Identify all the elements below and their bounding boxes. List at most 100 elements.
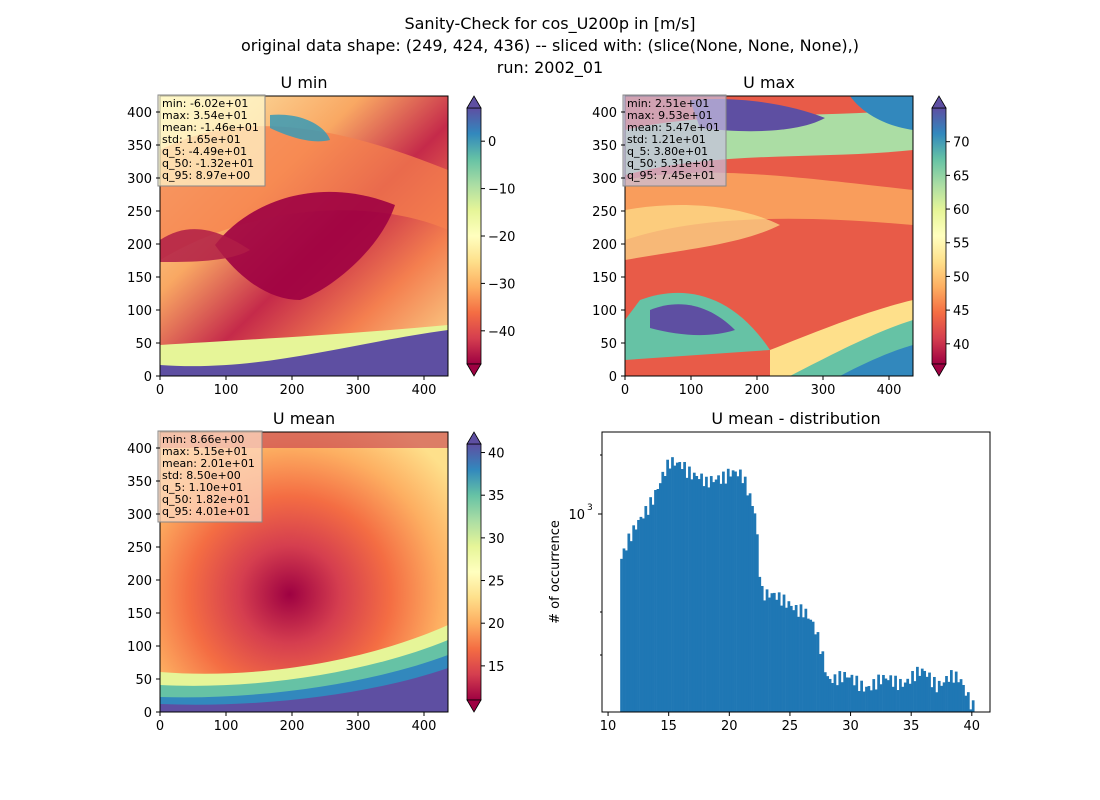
x-tick-label: 100 (214, 719, 239, 734)
histogram-bar (804, 608, 808, 712)
histogram-bar (894, 675, 897, 712)
histogram-bar (879, 684, 883, 712)
histogram-bar (702, 486, 706, 712)
y-tick-label: 100 (592, 304, 617, 319)
x-tick-label: 20 (721, 719, 738, 734)
histogram-bar (896, 690, 900, 712)
histogram-bar (964, 695, 968, 712)
histogram-bar (799, 604, 803, 712)
y-tick-label: 0 (609, 370, 617, 385)
histogram-bar (852, 685, 856, 712)
y-tick-label-base: 10 (568, 508, 585, 523)
histogram-bar (862, 691, 866, 712)
histogram-bar (816, 632, 820, 712)
stats-box-bg-u-max (622, 94, 727, 187)
histogram-bar (913, 681, 917, 712)
histogram-bar (629, 541, 633, 712)
colorbar-tick-label: 25 (488, 575, 505, 590)
histogram-bar (969, 709, 973, 712)
stat-u-mean-1: max: 5.15e+01 (162, 445, 248, 458)
stat-u-min-3: std: 1.65e+01 (162, 133, 241, 146)
histogram-bar (712, 482, 716, 712)
histogram-bar (777, 592, 781, 712)
histogram-bar (954, 671, 958, 712)
histogram-bar (780, 605, 783, 712)
x-tick-label: 40 (964, 719, 981, 734)
histogram-bar (680, 469, 684, 712)
histogram-bar (763, 600, 766, 712)
histogram-bars (620, 457, 975, 712)
histogram-bar (734, 471, 737, 712)
x-tick-label: 100 (214, 383, 239, 398)
histogram-bar (877, 674, 880, 712)
x-tick-label: 30 (842, 719, 859, 734)
histogram-bar (675, 462, 679, 712)
histogram-bar (700, 473, 703, 712)
histogram-bar (838, 671, 842, 712)
histogram-bar (782, 594, 786, 712)
histogram-bar (758, 576, 762, 712)
histogram-bar (673, 465, 677, 712)
panel-u-min: U min min: -6.02e+01 max: 3.54e+01 mean:… (127, 73, 515, 398)
stat-u-max-5: q_50: 5.31e+01 (627, 157, 715, 170)
histogram-bar (850, 674, 854, 712)
histogram-bar (865, 686, 868, 712)
histogram-bar (789, 605, 793, 712)
histogram-bar (971, 700, 975, 712)
y-tick-label: 400 (127, 442, 152, 457)
y-tick-label: 150 (592, 271, 617, 286)
figure-title: Sanity-Check for cos_U200p in [m/s] orig… (241, 14, 859, 78)
histogram-bar (806, 618, 810, 712)
histogram-bar (928, 672, 931, 712)
histogram-bar (649, 497, 653, 712)
stat-u-mean-5: q_50: 1.82e+01 (162, 493, 250, 506)
histogram-bar (930, 687, 934, 712)
histogram-bar (802, 617, 805, 712)
histogram-bar (678, 461, 682, 712)
histogram-bar (811, 621, 815, 712)
y-axis-u-mean: 0 50 100 150 200 250 300 350 400 (127, 442, 160, 721)
y-tick-label: 200 (592, 238, 617, 253)
x-tick-label: 200 (745, 383, 770, 398)
histogram-bar (925, 676, 929, 712)
histogram-bar (746, 495, 750, 712)
histogram-bar (622, 548, 626, 712)
x-tick-label: 25 (782, 719, 799, 734)
histogram-bar (949, 670, 953, 712)
colorbar-tick-label: 40 (953, 338, 970, 353)
histogram-bar (911, 671, 914, 712)
histogram-bar (663, 476, 667, 712)
y-tick-label: 250 (127, 541, 152, 556)
histogram-bar (891, 686, 895, 712)
histogram-x-axis: 10 15 20 25 30 35 40 (600, 712, 980, 734)
x-axis-u-max: 0 100 200 300 400 (621, 376, 901, 398)
histogram-bar (826, 676, 830, 712)
y-tick-label: 50 (135, 673, 152, 688)
stat-u-mean-6: q_95: 4.01e+01 (162, 505, 250, 518)
histogram-bar (627, 533, 631, 712)
histogram-bar (751, 506, 754, 712)
histogram-bar (651, 504, 655, 712)
stat-u-mean-3: std: 8.50e+00 (162, 469, 241, 482)
histogram-bar (709, 476, 713, 712)
x-tick-label: 0 (621, 383, 629, 398)
histogram-bar (889, 675, 893, 712)
histogram-bar (634, 529, 638, 712)
y-tick-label: 250 (127, 205, 152, 220)
histogram-bar (809, 619, 813, 712)
colorbar-tick-label: 0 (488, 135, 496, 150)
figure-title-line-2: original data shape: (249, 424, 436) -- … (241, 36, 859, 55)
y-axis-u-max: 0 50 100 150 200 250 300 350 400 (592, 106, 625, 385)
colorbar-tick-label: 15 (488, 660, 505, 675)
histogram-bar (770, 593, 774, 712)
histogram-bar (671, 457, 674, 712)
x-tick-label: 0 (156, 719, 164, 734)
histogram-bar (688, 466, 691, 712)
stat-u-min-2: mean: -1.46e+01 (162, 121, 259, 134)
colorbar-tick-label: 55 (953, 237, 970, 252)
histogram-bar (637, 519, 640, 712)
histogram-bar (753, 513, 757, 712)
x-tick-label: 100 (679, 383, 704, 398)
colorbar-tick-label: 45 (953, 304, 970, 319)
